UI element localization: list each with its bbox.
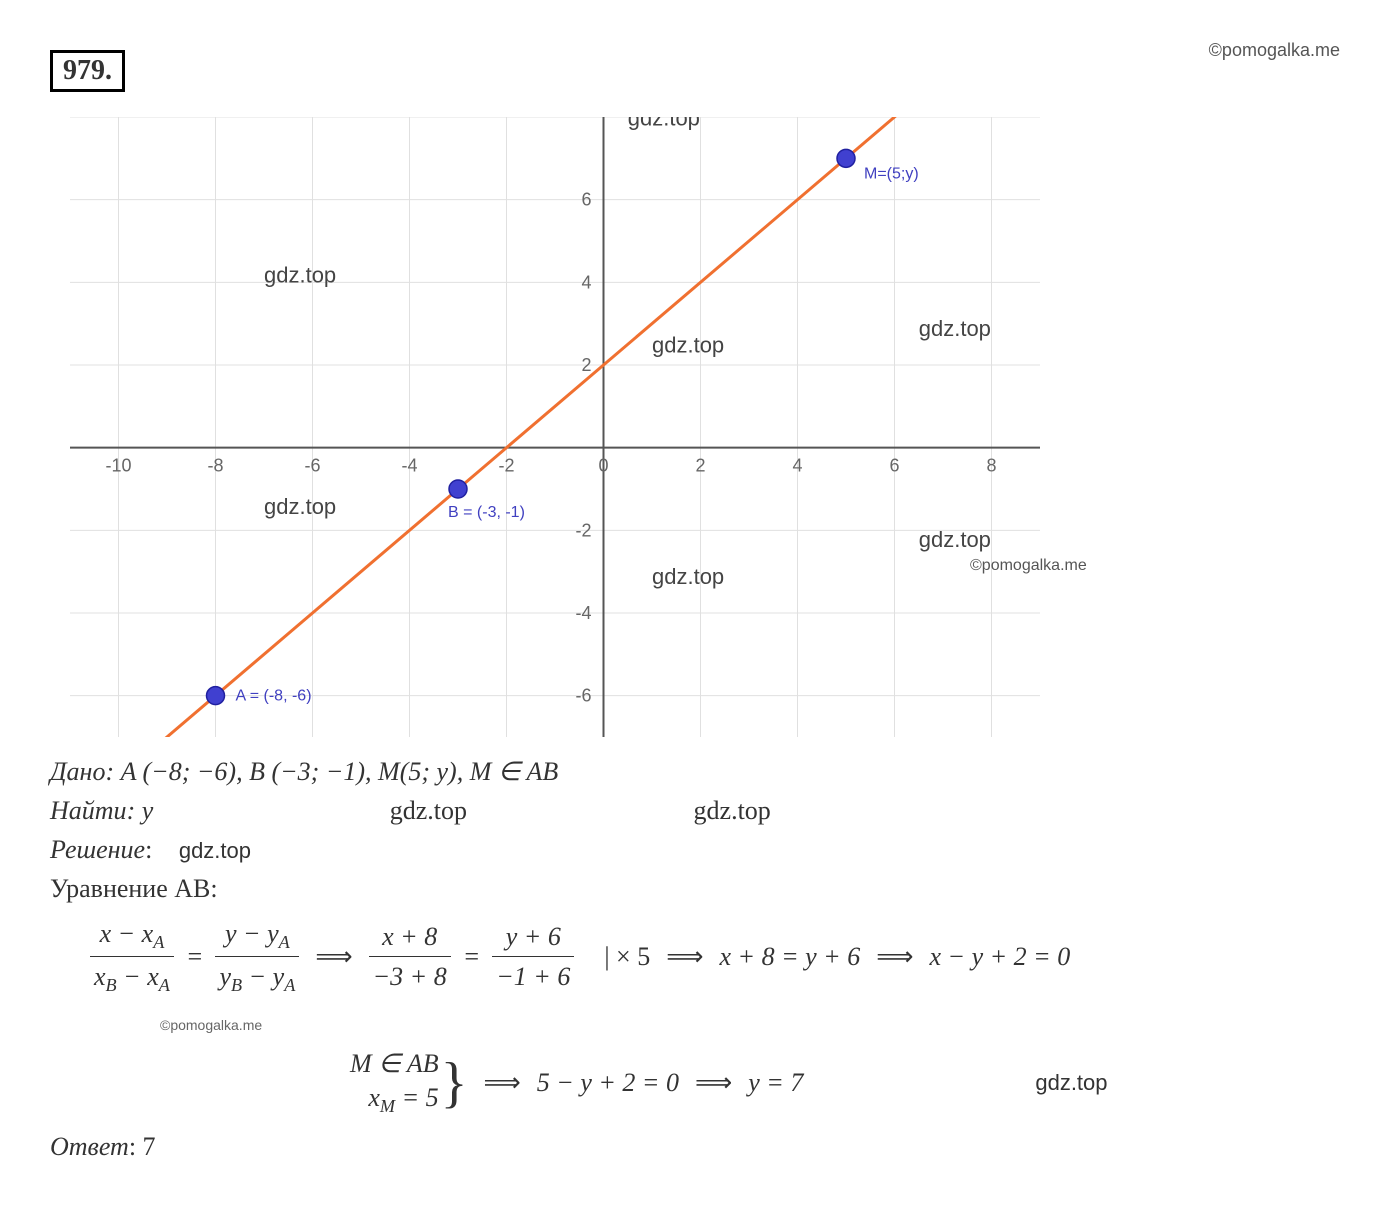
answer-line: Ответ: 7 xyxy=(50,1127,1350,1166)
f2n: y − y xyxy=(225,919,279,948)
svg-text:gdz.top: gdz.top xyxy=(264,494,336,519)
eq-ab-text: Уравнение AB: xyxy=(50,874,218,903)
big-brace: } xyxy=(439,1055,468,1111)
brace-group: M ∈ AB xM = 5 } xyxy=(350,1047,468,1119)
svg-text:gdz.top: gdz.top xyxy=(652,564,724,589)
given-label: Дано xyxy=(50,757,105,786)
f2ds1: B xyxy=(231,976,242,996)
svg-text:-8: -8 xyxy=(207,456,223,476)
bl1: M ∈ AB xyxy=(350,1049,439,1078)
f1ns: A xyxy=(153,932,164,952)
given-line: Дано: A (−8; −6), B (−3; −1), M(5; y), M… xyxy=(50,752,1350,791)
watermark-inline-2: gdz.top xyxy=(694,796,771,825)
svg-text:gdz.top: gdz.top xyxy=(264,262,336,287)
svg-text:gdz.top: gdz.top xyxy=(628,117,700,130)
f1ds1: B xyxy=(106,976,117,996)
solution-block: Дано: A (−8; −6), B (−3; −1), M(5; y), M… xyxy=(50,752,1350,1166)
f1n: x − x xyxy=(100,919,154,948)
arrow-1: ⟹ xyxy=(311,937,356,976)
f1ds2: A xyxy=(159,976,170,996)
f2ns: A xyxy=(279,932,290,952)
svg-text:-2: -2 xyxy=(575,520,591,540)
f4n: y + 6 xyxy=(502,917,565,956)
f2ds2: A xyxy=(284,976,295,996)
copyright-top: ©pomogalka.me xyxy=(1209,40,1340,61)
svg-text:-4: -4 xyxy=(575,603,591,623)
svg-text:6: 6 xyxy=(889,456,899,476)
solve-label: Решение xyxy=(50,835,145,864)
equation-line-2: M ∈ AB xM = 5 } ⟹ 5 − y + 2 = 0 ⟹ y = 7 … xyxy=(90,1047,1350,1119)
svg-text:-2: -2 xyxy=(498,456,514,476)
svg-text:gdz.top: gdz.top xyxy=(652,333,724,358)
mult5: | × 5 xyxy=(604,937,650,976)
svg-text:gdz.top: gdz.top xyxy=(919,316,991,341)
arrow-5: ⟹ xyxy=(691,1063,736,1102)
f1dm: − x xyxy=(117,962,159,991)
f3d: −3 + 8 xyxy=(369,957,451,996)
watermark-inline-1: gdz.top xyxy=(390,796,467,825)
answer-label: Ответ xyxy=(50,1132,129,1161)
eq-2: = xyxy=(463,937,481,976)
svg-text:-6: -6 xyxy=(304,456,320,476)
svg-text:-6: -6 xyxy=(575,686,591,706)
svg-text:0: 0 xyxy=(598,456,608,476)
svg-text:2: 2 xyxy=(581,355,591,375)
svg-text:A = (-8, -6): A = (-8, -6) xyxy=(236,688,312,705)
eq-ab-label: Уравнение AB: xyxy=(50,869,1350,908)
svg-text:6: 6 xyxy=(581,190,591,210)
find-label: Найти xyxy=(50,796,127,825)
bl2l: x xyxy=(368,1083,380,1112)
svg-text:8: 8 xyxy=(986,456,996,476)
watermark-inline-3: gdz.top xyxy=(179,838,251,863)
arrow-3: ⟹ xyxy=(872,937,917,976)
find-text: : y xyxy=(127,796,154,825)
bl2s: M xyxy=(380,1096,395,1116)
svg-text:4: 4 xyxy=(581,272,591,292)
svg-text:M=(5;y): M=(5;y) xyxy=(864,165,919,182)
frac-2: y − yA yB − yA xyxy=(215,914,299,1000)
svg-text:-4: -4 xyxy=(401,456,417,476)
find-line: Найти: y gdz.top gdz.top xyxy=(50,791,1350,830)
bl2r: = 5 xyxy=(395,1083,439,1112)
chart-container: -10 -8 -6 -4 -2 0 2 4 6 8 -6 -4 -2 2 4 6 A = (-8, -6) B =… xyxy=(70,117,1350,737)
chain2: x − y + 2 = 0 xyxy=(930,937,1071,976)
watermark-inline-4: gdz.top xyxy=(1035,1066,1107,1099)
frac-3: x + 8 −3 + 8 xyxy=(369,917,451,996)
svg-text:-10: -10 xyxy=(105,456,131,476)
given-text: : A (−8; −6), B (−3; −1), M(5; y), M ∈ A… xyxy=(105,757,558,786)
problem-number: 979. xyxy=(50,50,125,92)
arrow-2: ⟹ xyxy=(662,937,707,976)
chain1: x + 8 = y + 6 xyxy=(720,937,861,976)
f4d: −1 + 6 xyxy=(492,957,574,996)
solve-colon: : xyxy=(145,835,152,864)
svg-text:B = (-3, -1): B = (-3, -1) xyxy=(448,504,525,521)
result1: 5 − y + 2 = 0 xyxy=(537,1063,679,1102)
f2d1: y xyxy=(219,962,231,991)
result2: y = 7 xyxy=(748,1063,803,1102)
frac-1: x − xA xB − xA xyxy=(90,914,174,1000)
svg-text:gdz.top: gdz.top xyxy=(919,527,991,552)
solve-line: Решение: gdz.top xyxy=(50,830,1350,869)
svg-text:4: 4 xyxy=(792,456,802,476)
equation-line-1: x − xA xB − xA = y − yA yB − yA ⟹ x + 8 … xyxy=(90,914,1350,1000)
f1d1: x xyxy=(94,962,106,991)
eq-1: = xyxy=(186,937,204,976)
copyright-mid: ©pomogalka.me xyxy=(970,557,1087,575)
frac-4: y + 6 −1 + 6 xyxy=(492,917,574,996)
arrow-4: ⟹ xyxy=(480,1063,525,1102)
f2dm: − y xyxy=(242,962,284,991)
copyright-under-frac: ©pomogalka.me xyxy=(160,1017,262,1033)
answer-text: : 7 xyxy=(129,1132,156,1161)
coordinate-chart: -10 -8 -6 -4 -2 0 2 4 6 8 -6 -4 -2 2 4 6 A = (-8, -6) B =… xyxy=(70,117,1040,737)
svg-text:2: 2 xyxy=(695,456,705,476)
f3n: x + 8 xyxy=(378,917,441,956)
